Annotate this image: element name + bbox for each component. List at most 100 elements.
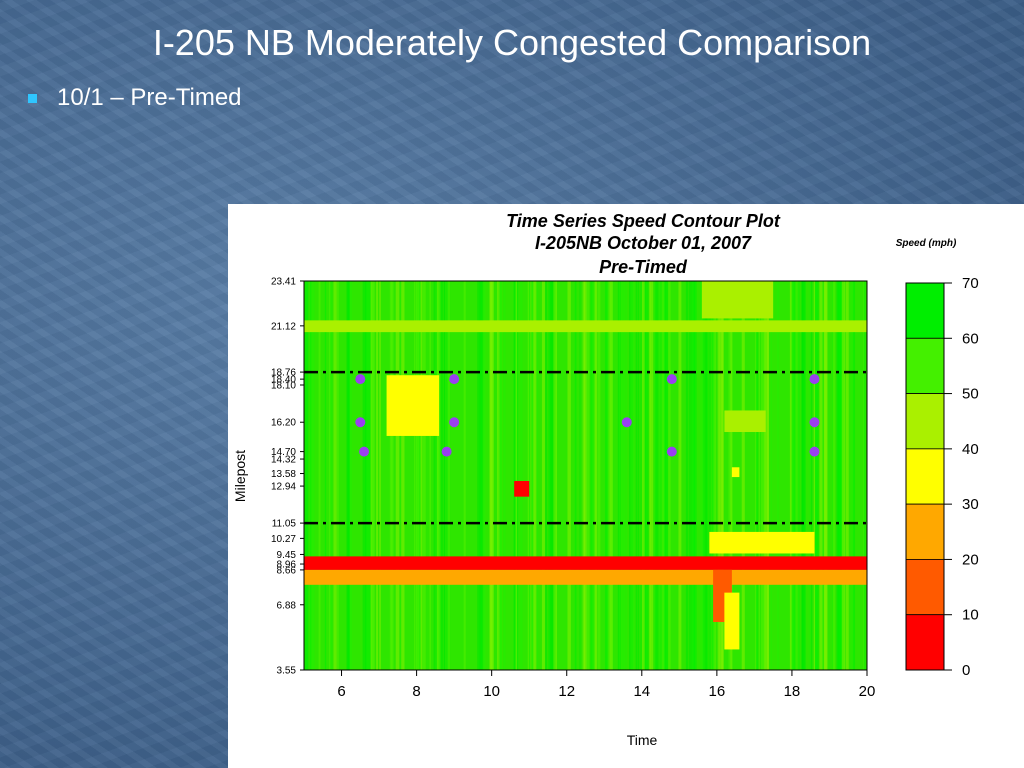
detector-marker [355, 417, 366, 428]
x-axis-label: Time [627, 732, 658, 748]
heatmap-cell [372, 281, 375, 670]
heatmap-cell [852, 281, 856, 670]
heatmap-cell [584, 281, 587, 670]
heatmap-cell [755, 281, 758, 670]
heatmap-cell [819, 281, 824, 670]
heatmap-cell [391, 281, 393, 670]
heatmap-cell [728, 281, 732, 670]
heatmap-cell [532, 281, 537, 670]
y-tick-label: 21.12 [271, 321, 296, 332]
heatmap-cell [822, 281, 824, 670]
legend-tick-label: 70 [962, 275, 979, 292]
heatmap-cell [574, 281, 577, 670]
heatmap-cell [741, 281, 745, 670]
heatmap-cell [691, 281, 695, 670]
heatmap-cell [709, 281, 711, 670]
heatmap-cell [813, 281, 815, 670]
y-tick-label: 18.40 [271, 375, 296, 386]
heatmap-cell [362, 281, 367, 670]
chart-subtitle-1: I-205NB October 01, 2007 [535, 233, 752, 253]
heatmap-cell [761, 281, 765, 670]
heatmap-cell [845, 281, 849, 670]
legend-band [905, 614, 945, 671]
heatmap-cell [585, 281, 590, 670]
heatmap-cell [379, 281, 381, 670]
heatmap-cell [366, 281, 370, 670]
heatmap-cell [531, 281, 534, 670]
heatmap-cell [536, 281, 539, 670]
y-tick-label: 18.10 [271, 381, 296, 392]
detector-marker [355, 374, 366, 385]
legend-band [905, 393, 945, 450]
heatmap-cell [499, 281, 502, 670]
heatmap-cell [610, 281, 613, 670]
heatmap-cell [678, 281, 682, 670]
y-tick-label: 16.20 [271, 418, 296, 429]
heatmap-cell [604, 281, 609, 670]
heatmap-cell [520, 281, 523, 670]
heatmap-cell [395, 281, 400, 670]
y-tick-label: 18.76 [271, 368, 296, 379]
heatmap-cell [815, 281, 819, 670]
heatmap-cell [418, 281, 422, 670]
x-tick-label: 18 [784, 683, 801, 700]
heatmap-cell [635, 281, 638, 670]
heatmap-cell [416, 281, 420, 670]
heatmap-cell [436, 281, 440, 670]
heatmap-cell [685, 281, 689, 670]
heatmap-cell [765, 281, 769, 670]
heatmap-cell [481, 281, 483, 670]
y-tick-label: 11.05 [272, 519, 297, 530]
heatmap-cell [637, 281, 640, 670]
heatmap-cell [515, 281, 517, 670]
heatmap-cell [622, 281, 626, 670]
heatmap-cell [689, 281, 692, 670]
detector-marker [809, 374, 820, 385]
heatmap-cell [713, 281, 717, 670]
y-tick-label: 13.58 [271, 469, 296, 480]
heatmap-cell [724, 592, 740, 650]
y-tick-label: 23.41 [271, 277, 296, 288]
legend-band [905, 559, 945, 616]
heatmap-cell [711, 281, 714, 670]
heatmap-cell [591, 281, 595, 670]
chart-figure: Time Series Speed Contour Plot I-205NB O… [228, 204, 1024, 768]
detector-marker [666, 374, 677, 385]
detector-marker [809, 417, 820, 428]
heatmap-cell [579, 281, 581, 670]
detector-marker [449, 374, 460, 385]
heatmap-cell [724, 410, 766, 433]
heatmap-cell [429, 281, 432, 670]
slide-title: I-205 NB Moderately Congested Comparison [152, 22, 872, 63]
heatmap-cell [655, 281, 659, 670]
x-tick-label: 20 [859, 683, 876, 700]
detector-marker [441, 446, 452, 457]
heatmap-cell [792, 281, 796, 670]
legend-tick-label: 40 [962, 441, 979, 458]
legend-band [905, 448, 945, 505]
legend-frame [905, 282, 945, 671]
heatmap-cell [809, 281, 812, 670]
heatmap-cell [641, 281, 645, 670]
heatmap-cell [704, 281, 707, 670]
heatmap-cell [401, 281, 405, 670]
heatmap-cell [649, 281, 654, 670]
detector-marker [809, 446, 820, 457]
heatmap-cell [777, 281, 779, 670]
heatmap-cell [304, 569, 867, 585]
heatmap-cell [699, 281, 704, 670]
heatmap-cell [433, 281, 437, 670]
heatmap-cell [702, 281, 706, 670]
heatmap-cell [444, 281, 448, 670]
heatmap-cell [832, 281, 835, 670]
legend-band [905, 503, 945, 560]
bullet-marker [28, 93, 37, 103]
heatmap-cell [414, 281, 416, 670]
heatmap-cell [482, 281, 486, 670]
legend-tick-label: 30 [962, 496, 979, 513]
heatmap-cell [491, 281, 494, 670]
heatmap-cell [333, 281, 337, 670]
x-tick-label: 10 [483, 683, 500, 700]
heatmap-cell [553, 281, 558, 670]
heatmap-cell [709, 531, 815, 554]
